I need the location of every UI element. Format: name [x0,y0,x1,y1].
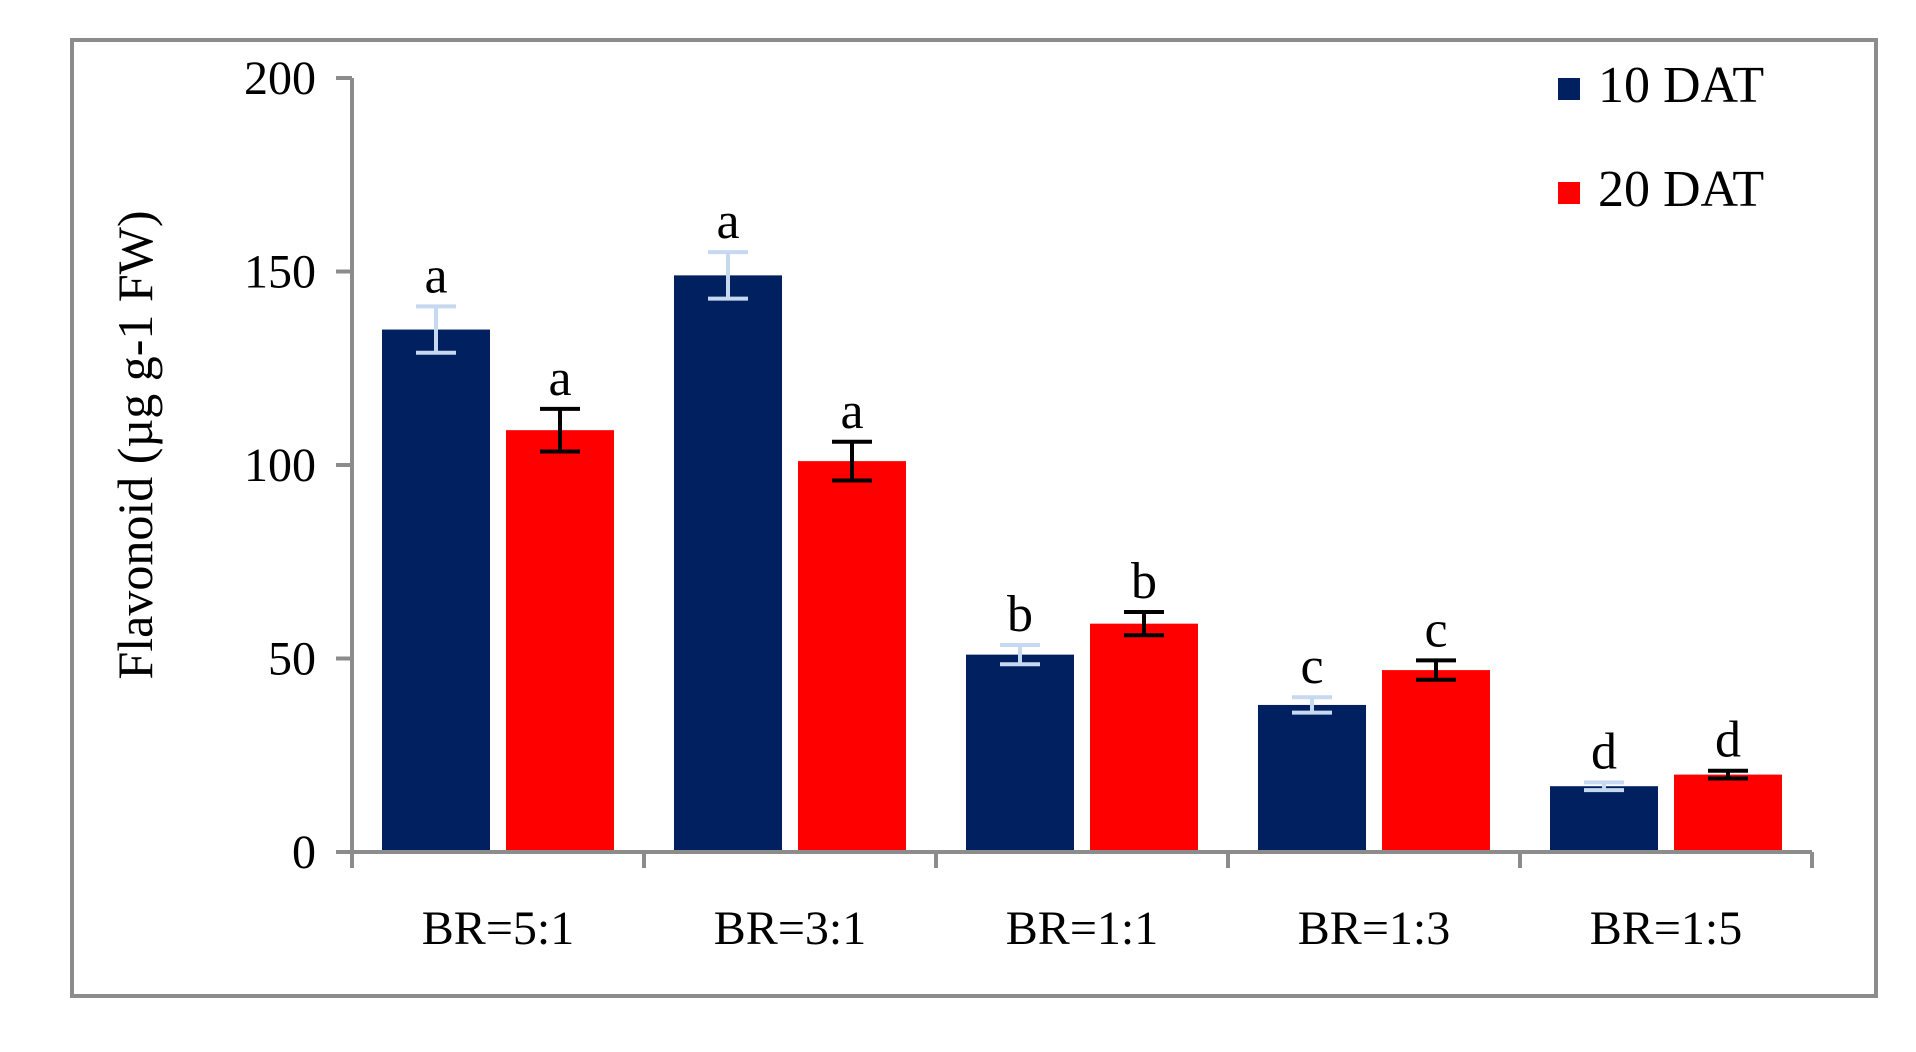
significance-label: d [1591,723,1617,780]
axes-layer: 0 50 100 150 200 BR=5:1 BR=3:1 BR=1:1 BR=1:3 BR=1… [244,52,1814,955]
significance-label: b [1131,553,1157,610]
labels-layer: a a a a b b c c d d [424,193,1741,780]
legend-label: 20 DAT [1598,161,1764,218]
bar [382,329,490,852]
significance-label: a [840,383,863,440]
x-tick-label: BR=1:3 [1298,902,1450,955]
x-tick-label: BR=1:1 [1006,902,1158,955]
y-tick-label: 150 [244,246,316,299]
y-axis-title: Flavonoid (µg g-1 FW) [107,210,163,679]
bar [1674,774,1782,852]
bar [966,654,1074,852]
bar [1382,670,1490,852]
x-tick-label: BR=3:1 [714,902,866,955]
significance-label: b [1007,586,1033,643]
bar [506,430,614,852]
y-tick-label: 200 [244,52,316,105]
significance-label: d [1715,712,1741,769]
bars-layer [382,250,1782,852]
bar [1258,704,1366,852]
significance-label: c [1424,601,1447,658]
significance-label: a [548,350,571,407]
legend-label: 10 DAT [1598,57,1764,114]
y-tick-label: 0 [292,826,316,879]
x-tick-label: BR=5:1 [422,902,574,955]
significance-label: c [1300,638,1323,695]
bar [798,461,906,852]
y-tick-label: 100 [244,439,316,492]
bar [1090,623,1198,852]
bar [1550,786,1658,852]
significance-label: a [424,247,447,304]
legend-swatch [1558,182,1580,204]
legend-swatch [1558,78,1580,100]
y-tick-label: 50 [268,633,316,686]
bar [674,275,782,852]
significance-label: a [716,193,739,250]
legend: 10 DAT 20 DAT [1558,57,1764,218]
x-tick-label: BR=1:5 [1590,902,1742,955]
